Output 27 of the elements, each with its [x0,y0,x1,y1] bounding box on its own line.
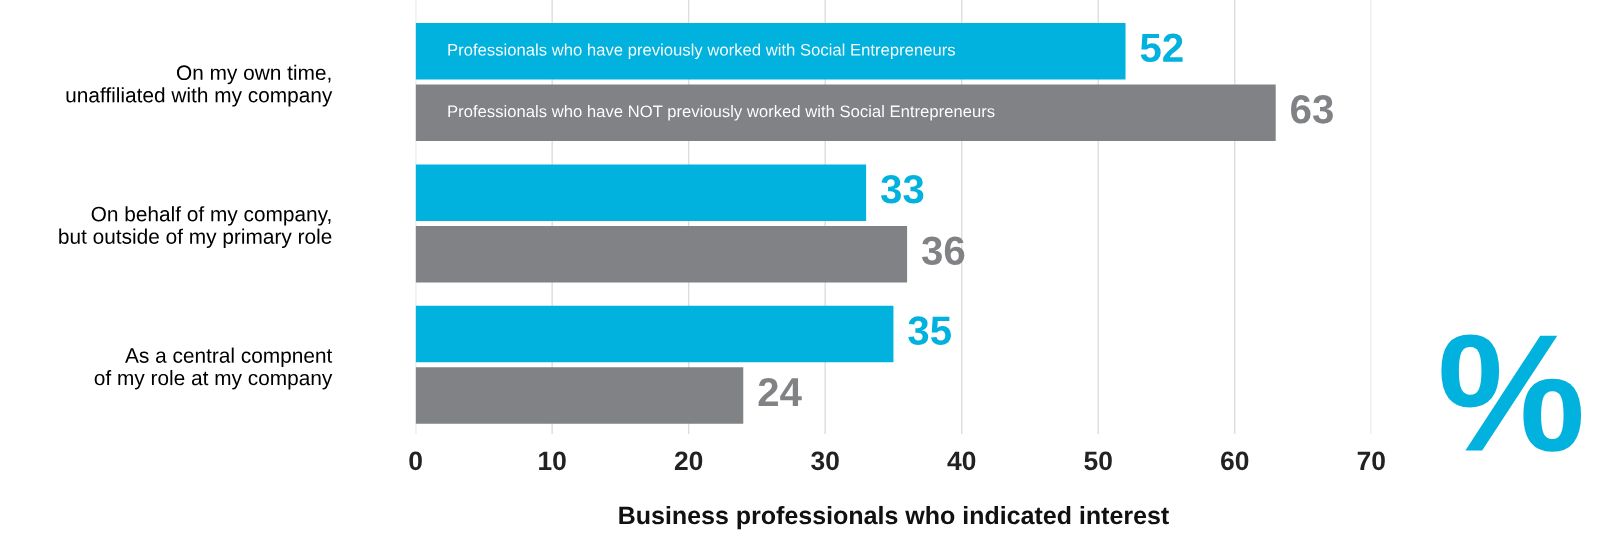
x-axis-title: Business professionals who indicated interest [619,505,1169,530]
bar [415,22,1126,80]
text: % [1441,334,1582,452]
bar [415,367,744,424]
x-tick-label: 0 [409,451,422,471]
series-label: Professionals who have NOT previously worked with Social Entrepreneurs [448,105,995,121]
y-tick-label: On behalf of my company, but outside of my primary role [59,206,332,249]
bar [415,164,867,221]
x-tick-label: 60 [1221,451,1249,471]
bar [415,84,1276,142]
x-tick-label: 40 [947,451,976,471]
x-tick-label: 50 [1084,451,1112,471]
x-tick-label: 20 [674,451,703,471]
data-label: 33 [880,174,924,204]
data-label: 35 [908,316,952,345]
x-tick-label: 70 [1357,451,1385,471]
x-tick-label: 10 [539,451,566,471]
x-tick-label: 30 [811,451,839,471]
y-tick-label: As a central compnent of my role at my company [94,347,333,390]
bar [415,305,894,363]
series-label: Professionals who have previously worked with Social Entrepreneurs [448,43,955,60]
bar [415,225,908,283]
data-label: 36 [921,236,965,266]
data-label: 63 [1291,95,1333,124]
data-label: 52 [1140,33,1183,63]
y-tick-label: On my own time, unaffiliated with my company [66,64,333,107]
data-label: 24 [758,377,802,407]
